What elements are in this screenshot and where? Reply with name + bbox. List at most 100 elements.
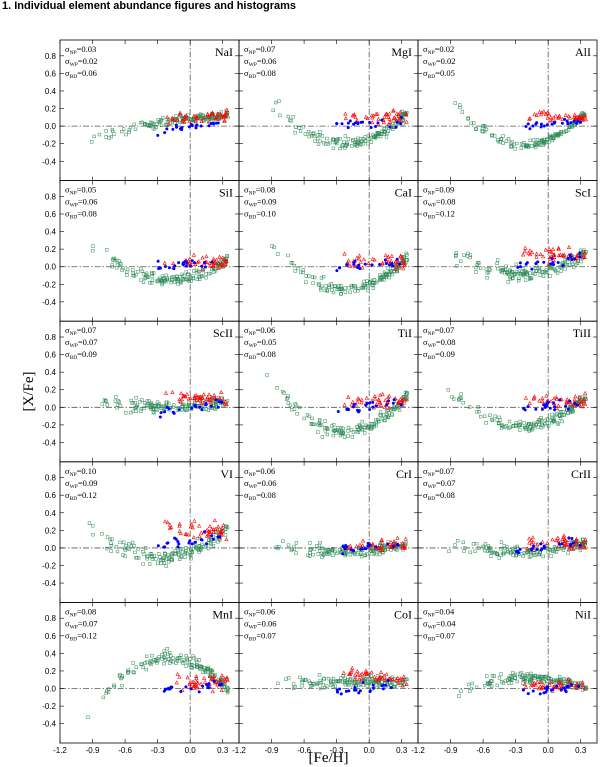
np-point <box>339 284 343 288</box>
np-point <box>324 426 329 430</box>
wp-point <box>197 523 202 528</box>
wp-point <box>352 264 358 269</box>
np-point <box>369 422 374 426</box>
y-tick-label: 0.8 <box>45 192 57 201</box>
np-point <box>157 552 161 556</box>
np-point <box>483 414 487 418</box>
wp-point <box>400 255 405 260</box>
wp-point <box>525 546 530 551</box>
np-point <box>476 261 480 265</box>
wp-point <box>207 114 212 119</box>
np-point <box>149 407 153 411</box>
np-point <box>226 686 230 690</box>
bd-point <box>174 125 178 129</box>
bd-point <box>157 266 161 270</box>
np-point <box>511 276 515 280</box>
bd-point <box>173 264 177 268</box>
np-point <box>316 283 321 287</box>
wp-point <box>581 399 586 404</box>
np-point <box>355 425 359 429</box>
np-point <box>164 564 168 568</box>
y-tick-label: 0.2 <box>45 667 57 676</box>
wp-point <box>575 252 580 257</box>
np-point <box>152 554 156 558</box>
x-tick-label: 0.0 <box>364 746 376 755</box>
wp-point <box>398 109 403 114</box>
np-point <box>175 656 180 660</box>
np-point <box>361 285 366 290</box>
bd-point <box>376 121 380 125</box>
np-point <box>310 683 314 688</box>
np-point <box>515 141 519 146</box>
bd-point <box>184 685 188 689</box>
np-point <box>573 123 577 127</box>
bd-point <box>358 267 362 271</box>
np-point <box>495 418 499 422</box>
bd-point <box>351 405 355 409</box>
np-point <box>363 553 367 558</box>
np-point <box>331 676 336 681</box>
wp-point <box>353 672 358 677</box>
np-point <box>535 143 539 147</box>
np-point <box>323 426 327 430</box>
np-point <box>97 132 102 137</box>
np-point <box>144 403 149 407</box>
bd-point <box>189 687 193 691</box>
wp-point <box>360 543 365 548</box>
np-point <box>178 120 182 125</box>
wp-point <box>200 255 205 260</box>
np-point <box>143 546 148 550</box>
np-point <box>91 533 95 537</box>
wp-point <box>350 399 355 404</box>
wp-point <box>215 111 220 116</box>
np-point <box>524 551 529 555</box>
wp-point <box>529 541 535 546</box>
np-point <box>109 549 113 553</box>
np-point <box>375 130 379 135</box>
np-point <box>499 540 504 544</box>
np-point <box>538 677 543 681</box>
np-point <box>113 259 117 263</box>
bd-point <box>399 115 403 119</box>
wp-point <box>211 529 216 534</box>
wp-point <box>343 111 348 116</box>
np-point <box>507 681 511 685</box>
wp-point <box>342 402 347 407</box>
bd-point <box>190 259 194 263</box>
np-point <box>105 535 110 539</box>
wp-point <box>186 258 191 263</box>
wp-point <box>530 535 535 540</box>
np-point <box>325 289 330 293</box>
sigma-annotation: σBD=0.08 <box>244 349 276 361</box>
wp-point <box>538 252 543 257</box>
np-point <box>140 662 144 666</box>
bd-point <box>340 122 344 126</box>
np-point <box>512 273 517 277</box>
wp-point <box>568 402 574 406</box>
sigma-annotation: σBD=0.09 <box>423 349 455 361</box>
wp-point <box>531 395 537 400</box>
bd-point <box>394 125 398 129</box>
wp-point <box>218 111 223 116</box>
np-point <box>187 400 191 405</box>
np-point <box>527 429 531 433</box>
np-point <box>150 554 154 558</box>
np-point <box>546 424 551 428</box>
np-point <box>92 134 96 139</box>
np-point <box>109 543 114 548</box>
wp-point <box>211 527 216 532</box>
wp-point <box>170 389 175 394</box>
np-point <box>162 555 166 560</box>
x-tick-label: 0.3 <box>396 746 408 755</box>
wp-point <box>402 544 407 549</box>
wp-point <box>373 676 378 681</box>
wp-point <box>224 537 229 542</box>
wp-point <box>540 254 546 259</box>
np-point <box>188 657 192 661</box>
wp-point <box>548 115 553 120</box>
wp-point <box>364 671 369 676</box>
wp-point <box>202 675 207 680</box>
np-point <box>378 552 382 557</box>
np-point <box>300 680 304 684</box>
np-point <box>110 537 114 541</box>
